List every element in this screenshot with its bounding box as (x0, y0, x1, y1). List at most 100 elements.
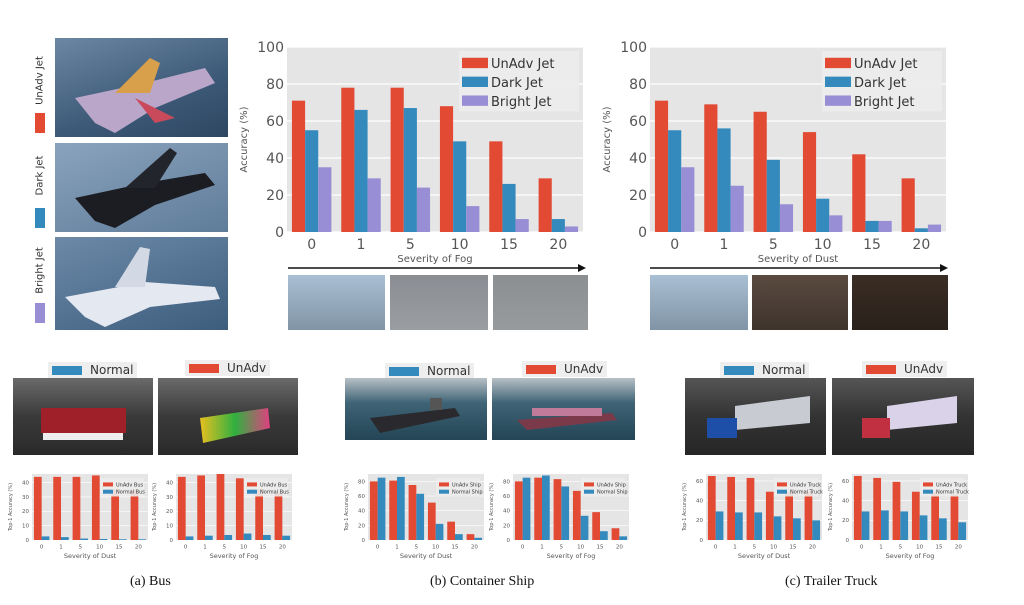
bar (829, 215, 843, 232)
bar (561, 486, 570, 540)
legend-label: Bright Jet (854, 95, 915, 110)
legend-label: Normal Ship (452, 490, 483, 496)
legend: UnAdv Truck Normal Truck (920, 478, 969, 497)
bar (389, 480, 397, 540)
bar (611, 528, 620, 540)
legend-swatch (923, 489, 933, 494)
y-tick-label: 0 (507, 538, 511, 544)
bar (746, 477, 755, 540)
unadv-bus-photo (158, 378, 298, 455)
bar (263, 534, 271, 540)
x-tick-label: 1 (540, 545, 544, 551)
y-tick-label: 60 (358, 494, 365, 500)
bar (466, 206, 480, 232)
legend-swatch (825, 57, 851, 69)
y-tick-label: 0 (170, 538, 174, 544)
legend-swatch (584, 489, 594, 494)
y-tick-label: 60 (629, 114, 647, 130)
bar (466, 534, 475, 540)
legend-swatch (462, 95, 488, 106)
x-tick-label: 15 (790, 545, 797, 551)
x-axis-label: Severity of Fog (547, 552, 596, 560)
x-tick-label: 10 (814, 237, 832, 253)
unadv-truck-photo (832, 378, 974, 455)
legend-label: UnAdv Truck (936, 482, 967, 488)
y-tick-label: 60 (503, 494, 510, 500)
dark-jet-label: Dark Jet (34, 155, 46, 196)
bar (61, 537, 69, 540)
bar (305, 130, 319, 232)
bar (564, 226, 579, 232)
bar (914, 228, 928, 232)
x-tick-label: 10 (432, 545, 439, 551)
bar (138, 539, 147, 540)
legend-swatch (439, 489, 449, 494)
legend-swatch (462, 76, 488, 87)
bar (99, 538, 108, 540)
bar (704, 104, 718, 232)
bar (53, 476, 61, 540)
y-tick-label: 0 (638, 225, 647, 241)
bar (804, 491, 813, 540)
legend-label: UnAdv Truck (790, 482, 821, 488)
bar (707, 475, 716, 540)
bar (754, 512, 763, 540)
bar (785, 491, 793, 540)
bar (619, 536, 628, 540)
x-tick-label: 20 (279, 545, 286, 551)
bar (447, 521, 455, 540)
x-tick-label: 10 (96, 545, 103, 551)
bright-jet-photo (55, 237, 228, 330)
x-tick-label: 5 (406, 237, 415, 253)
bar (205, 535, 213, 540)
y-tick-label: 20 (503, 523, 510, 529)
x-axis-label: Severity of Fog (210, 552, 259, 560)
bar (812, 520, 821, 540)
bar (873, 477, 881, 540)
bar (580, 515, 589, 540)
y-tick-label: 80 (629, 77, 647, 93)
dust-thumb-mid (752, 275, 848, 330)
legend: UnAdv Ship Normal Ship (436, 478, 483, 497)
caption-bus: (a) Bus (130, 574, 171, 589)
bar (753, 111, 767, 232)
x-tick-label: 1 (879, 545, 883, 551)
bar (766, 159, 780, 232)
caption-trailer-truck: (c) Trailer Truck (785, 574, 878, 589)
bright-jet-label: Bright Jet (34, 247, 46, 294)
bar (474, 537, 483, 540)
legend: UnAdv Bus Normal Bus (100, 478, 145, 497)
bar (318, 167, 332, 232)
x-tick-label: 5 (753, 545, 757, 551)
bar (439, 106, 454, 232)
x-tick-label: 20 (616, 545, 623, 551)
legend-label: UnAdv Jet (491, 57, 554, 72)
x-tick-label: 5 (223, 545, 227, 551)
bus-unadv-legend: UnAdv (185, 360, 271, 376)
x-tick-label: 1 (59, 545, 63, 551)
y-tick-label: 80 (266, 77, 284, 93)
legend-swatch (923, 482, 933, 487)
bar (390, 87, 404, 232)
x-axis-label: Severity of Dust (758, 254, 839, 265)
bar (919, 515, 928, 540)
legend: UnAdv Bus Normal Bus (244, 478, 289, 497)
bar (931, 491, 939, 540)
x-tick-label: 5 (560, 545, 564, 551)
legend: UnAdv Truck Normal Truck (774, 478, 823, 497)
bar (177, 476, 186, 540)
legend-label: UnAdv Jet (854, 57, 917, 72)
y-tick-label: 0 (275, 225, 284, 241)
x-tick-label: 15 (260, 545, 267, 551)
bar (216, 474, 225, 540)
x-axis-label: Severity of Dust (64, 552, 117, 560)
bar (416, 493, 425, 540)
y-tick-label: 40 (842, 499, 849, 505)
legend-label: UnAdv Bus (260, 482, 287, 488)
y-tick-label: 20 (266, 188, 284, 204)
x-axis-label: Severity of Dust (400, 552, 453, 560)
bar (654, 100, 669, 233)
bar (852, 154, 866, 232)
fog-thumb-low (288, 275, 385, 330)
